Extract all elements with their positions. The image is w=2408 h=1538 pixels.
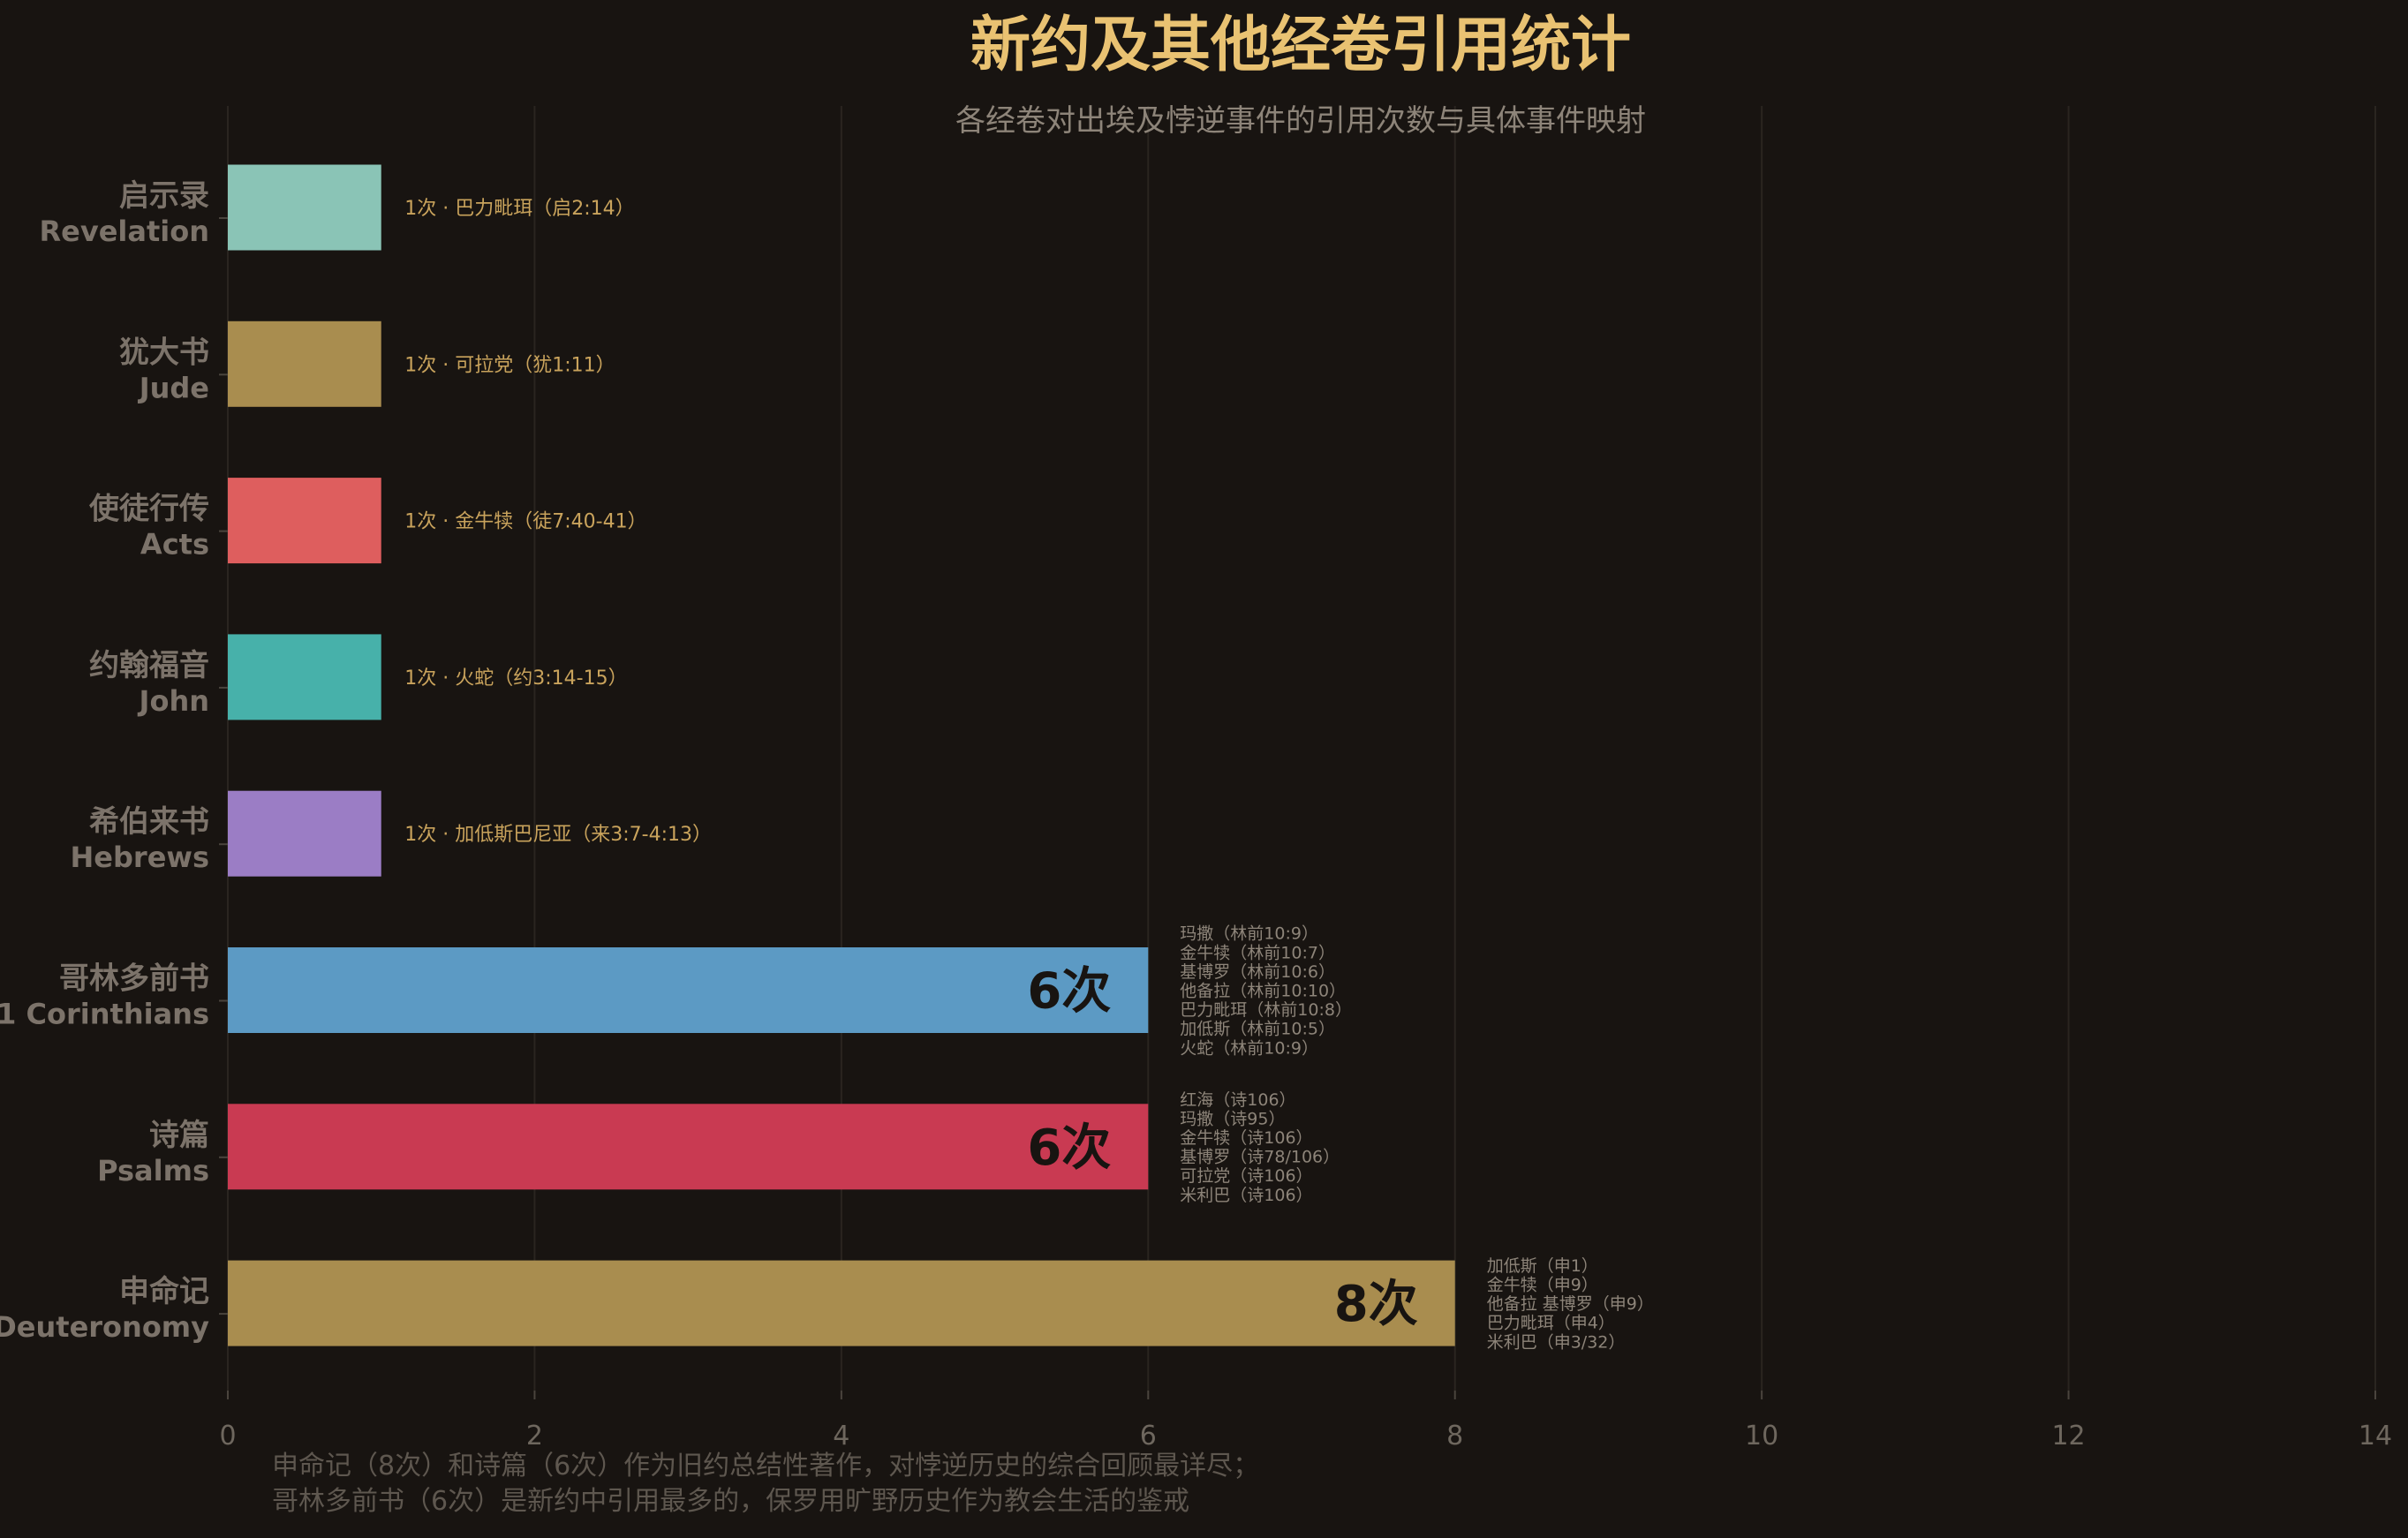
category-label-en: Hebrews (71, 841, 209, 874)
event-item: 他备拉 基博罗（申9） (1487, 1294, 1654, 1314)
bar-psalms (228, 1104, 1149, 1190)
event-item: 可拉党（诗106） (1180, 1166, 1312, 1186)
event-item: 玛撒（诗95） (1180, 1109, 1285, 1128)
bar-1-corinthians (228, 947, 1149, 1033)
event-item: 火蛇（林前10:9） (1180, 1038, 1318, 1058)
x-tick-label: 12 (2051, 1421, 2085, 1451)
category-label-zh: 启示录 (119, 178, 209, 214)
grid-lines (227, 106, 2376, 1391)
category-label-en: Psalms (97, 1154, 209, 1187)
chart-title: 新约及其他经卷引用统计 (970, 11, 1631, 80)
category-label-zh: 使徒行传 (88, 492, 209, 527)
category-label-en: Acts (140, 528, 209, 562)
bar-annotation: 1次 · 巴力毗珥（启2:14） (404, 198, 634, 220)
event-item: 加低斯（申1） (1487, 1256, 1598, 1276)
event-item: 玛撒（林前10:9） (1180, 924, 1318, 944)
footnote-line-2: 哥林多前书（6次）是新约中引用最多的，保罗用旷野历史作为教会生活的鉴戒 (272, 1486, 1189, 1517)
bar-hebrews (228, 790, 381, 877)
event-item: 红海（诗106） (1180, 1090, 1295, 1110)
category-label-zh: 哥林多前书 (59, 961, 209, 997)
bar-annotation: 1次 · 金牛犊（徒7:40-41） (404, 511, 646, 533)
bar-jude (228, 320, 381, 407)
bar-john (228, 634, 381, 720)
footnote-line-1: 申命记（8次）和诗篇（6次）作为旧约总结性著作，对悖逆历史的综合回顾最详尽； (272, 1451, 1259, 1481)
bar-value-label: 8次 (1334, 1276, 1418, 1333)
x-tick-label: 4 (833, 1421, 849, 1451)
category-label-en: Revelation (40, 215, 210, 248)
x-tick-label: 10 (1745, 1421, 1778, 1451)
annotations: 1次 · 巴力毗珥（启2:14） 1次 · 可拉党（犹1:11） 1次 · 金牛犊（… (404, 198, 1654, 1352)
event-item: 巴力毗珥（申4） (1487, 1314, 1615, 1333)
event-item: 他备拉（林前10:10） (1180, 982, 1346, 1001)
bar-acts (228, 478, 381, 564)
event-item: 米利巴（诗106） (1180, 1186, 1312, 1205)
x-tick-label: 6 (1140, 1421, 1157, 1451)
bar-value-label: 6次 (1027, 963, 1111, 1021)
category-label-zh: 希伯来书 (89, 804, 209, 840)
bar-annotation: 1次 · 可拉党（犹1:11） (404, 354, 615, 376)
bars (228, 164, 1455, 1346)
bar-value-label: 6次 (1027, 1120, 1111, 1177)
chart-subtitle: 各经卷对出埃及悖逆事件的引用次数与具体事件映射 (955, 103, 1646, 139)
event-item: 米利巴（申3/32） (1487, 1332, 1626, 1352)
x-tick-label: 8 (1446, 1421, 1463, 1451)
category-label-zh: 犹大书 (119, 335, 209, 370)
event-item: 巴力毗珥（林前10:8） (1180, 1000, 1352, 1020)
event-item: 金牛犊（申9） (1487, 1276, 1598, 1295)
bar-annotation: 1次 · 加低斯巴尼亚（来3:7-4:13） (404, 824, 712, 846)
x-axis: 0 2 4 6 8 10 12 14 (219, 1391, 2392, 1451)
event-item: 金牛犊（林前10:7） (1180, 943, 1335, 962)
category-label-zh: 申命记 (119, 1274, 209, 1309)
category-label-en: John (138, 684, 209, 718)
bar-deuteronomy (228, 1260, 1455, 1346)
x-tick-label: 2 (526, 1421, 543, 1451)
event-item: 金牛犊（诗106） (1180, 1128, 1312, 1148)
bar-revelation (228, 164, 381, 251)
category-label-zh: 约翰福音 (89, 648, 209, 683)
x-tick-label: 0 (219, 1421, 236, 1451)
category-label-en: Deuteronomy (0, 1310, 209, 1344)
event-item: 加低斯（林前10:5） (1180, 1020, 1335, 1039)
x-tick-label: 14 (2359, 1421, 2392, 1451)
event-item: 基博罗（林前10:6） (1180, 962, 1335, 982)
event-item: 基博罗（诗78/106） (1180, 1148, 1340, 1167)
category-label-en: 1 Corinthians (0, 998, 209, 1031)
bar-annotation: 1次 · 火蛇（约3:14-15） (404, 667, 627, 690)
category-label-en: Jude (138, 371, 209, 404)
category-label-zh: 诗篇 (149, 1118, 209, 1153)
